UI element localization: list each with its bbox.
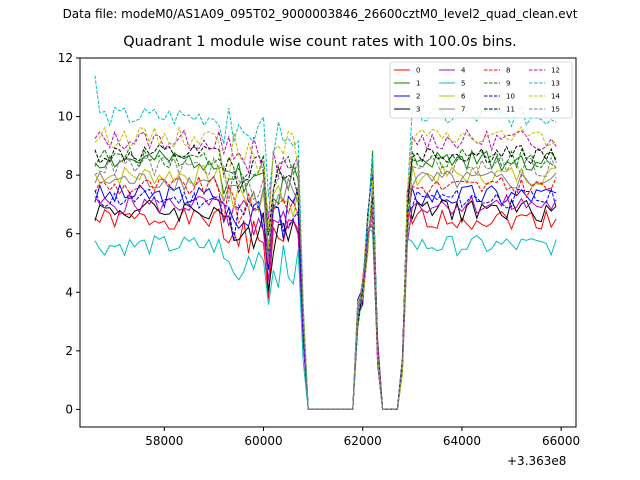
- legend-label-13: 13: [551, 80, 560, 88]
- x-axis-ticks: 58000 60000 62000 64000 66000: [145, 427, 580, 448]
- legend-label-8: 8: [506, 67, 510, 75]
- legend-box: [389, 61, 573, 119]
- series-layer: [94, 75, 557, 410]
- legend-label-2: 2: [416, 93, 420, 101]
- legend-label-11: 11: [506, 106, 515, 114]
- y-tick-label: 8: [65, 168, 73, 182]
- legend-label-7: 7: [461, 106, 465, 114]
- legend-label-3: 3: [416, 106, 420, 114]
- figure-suptitle: Data file: modeM0/AS1A09_095T02_90000038…: [62, 7, 578, 21]
- legend-label-6: 6: [461, 93, 466, 101]
- legend-label-10: 10: [506, 93, 515, 101]
- legend-label-15: 15: [551, 106, 560, 114]
- legend-label-0: 0: [416, 67, 420, 75]
- legend-label-5: 5: [461, 80, 465, 88]
- y-tick-label: 10: [58, 110, 73, 124]
- y-tick-label: 2: [65, 344, 73, 358]
- y-tick-label: 6: [65, 227, 73, 241]
- y-tick-label: 4: [65, 285, 73, 299]
- series-line-14: [94, 125, 557, 410]
- series-line-2: [94, 161, 557, 410]
- y-tick-label: 12: [58, 51, 73, 65]
- plot-frame: [79, 57, 577, 428]
- chart-title: Quadrant 1 module wise count rates with …: [123, 34, 517, 50]
- legend-label-9: 9: [506, 80, 510, 88]
- series-line-12: [94, 128, 557, 410]
- series-line-15: [94, 155, 557, 410]
- x-axis-offset-label: +3.363e8: [507, 454, 567, 468]
- x-tick-label: 58000: [145, 434, 183, 448]
- legend-label-14: 14: [551, 93, 560, 101]
- x-tick-label: 62000: [344, 434, 382, 448]
- legend-label-12: 12: [551, 67, 560, 75]
- x-tick-label: 66000: [542, 434, 580, 448]
- series-line-10: [94, 174, 557, 410]
- series-line-9: [94, 145, 557, 410]
- legend-label-4: 4: [461, 67, 466, 75]
- legend-label-1: 1: [416, 80, 420, 88]
- series-line-3: [94, 185, 557, 410]
- series-line-8: [94, 175, 557, 410]
- x-tick-label: 64000: [443, 434, 481, 448]
- y-tick-label: 0: [65, 402, 73, 416]
- series-line-13: [94, 75, 557, 410]
- y-axis-ticks: 0 2 4 6 8 10 12: [58, 51, 80, 416]
- x-tick-label: 60000: [244, 434, 282, 448]
- series-line-5: [94, 225, 557, 410]
- series-line-0: [94, 202, 557, 410]
